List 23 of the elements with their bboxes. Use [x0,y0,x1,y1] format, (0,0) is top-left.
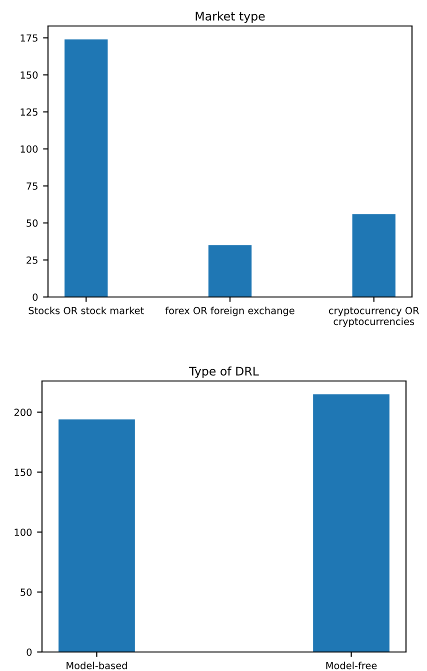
y-tick-label: 125 [20,108,38,116]
x-tick-label: cryptocurrency OR cryptocurrencies [328,306,420,328]
y-tick-label: 200 [14,408,32,416]
x-tick-label: Model-based [66,662,127,670]
y-tick-label: 175 [20,34,38,42]
bar [208,245,252,297]
y-tick-label: 100 [14,528,32,536]
y-tick-label: 150 [20,71,38,79]
y-tick-label: 0 [26,648,32,656]
bar [352,214,396,297]
y-tick-label: 0 [32,293,38,301]
y-tick-label: 75 [26,182,38,190]
y-tick-label: 50 [20,588,32,596]
x-tick-label: Stocks OR stock market [28,306,144,314]
x-tick-label: Model-free [326,662,377,670]
chart-title: Type of DRL [189,366,259,378]
chart-title: Market type [196,11,265,23]
y-tick-label: 150 [14,468,32,476]
y-tick-label: 100 [20,145,38,153]
y-tick-label: 50 [26,219,38,227]
bar [64,39,108,297]
x-tick-label: forex OR foreign exchange [165,306,294,316]
y-tick-label: 25 [26,256,38,264]
